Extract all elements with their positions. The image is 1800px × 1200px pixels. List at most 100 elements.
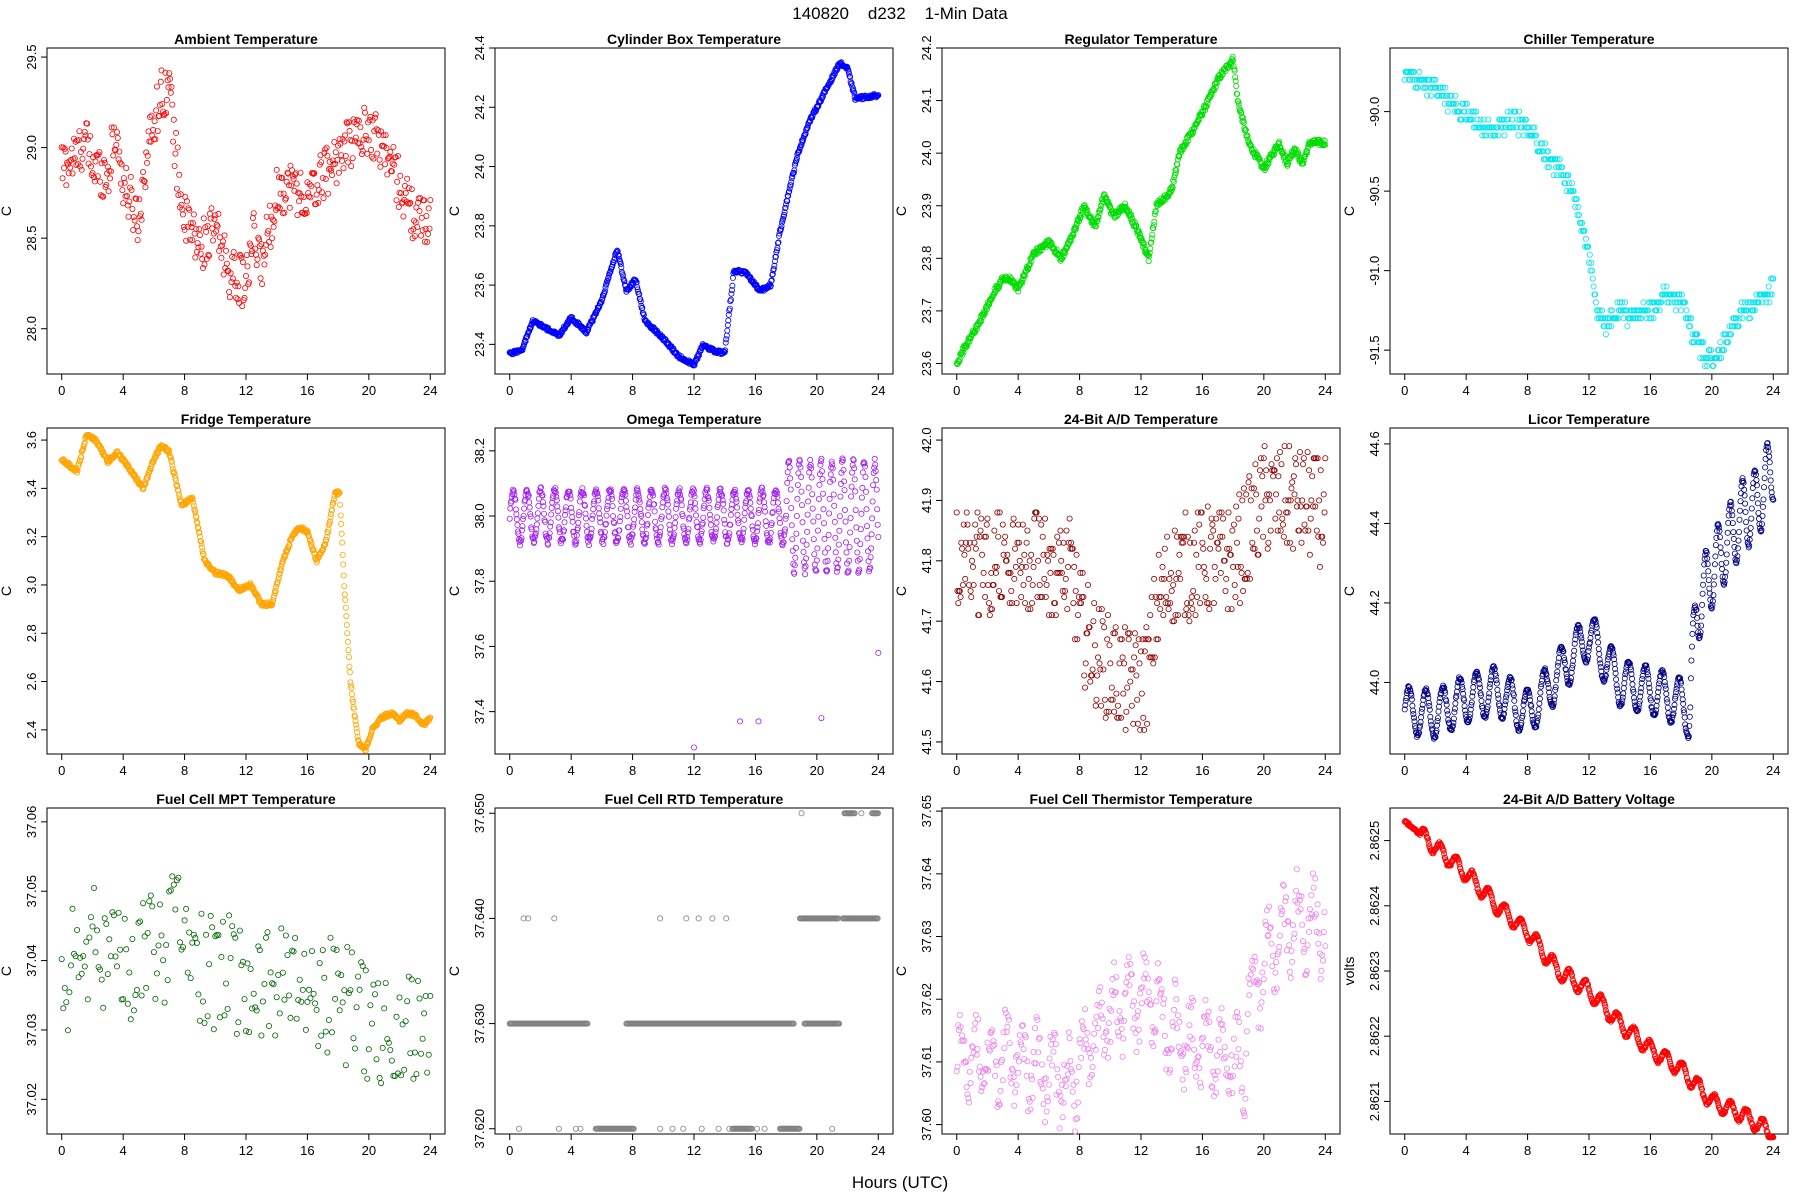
x-tick-label: 4	[1463, 763, 1470, 778]
data-point	[1104, 636, 1111, 643]
x-tick-label: 20	[1257, 763, 1271, 778]
data-point	[1015, 288, 1022, 295]
data-point	[1309, 473, 1316, 480]
data-point	[1280, 521, 1287, 528]
data-point	[387, 148, 394, 155]
data-point	[1210, 600, 1217, 607]
data-point	[1274, 527, 1281, 534]
data-point	[1554, 668, 1561, 675]
data-point	[978, 515, 985, 522]
data-point	[1672, 307, 1679, 314]
data-point	[734, 504, 741, 511]
data-point	[1094, 672, 1101, 679]
data-point	[1200, 545, 1207, 552]
data-point	[97, 178, 104, 185]
data-series	[953, 53, 1329, 368]
data-point	[974, 509, 981, 516]
data-point	[133, 223, 140, 230]
y-tick-label: 2.6	[24, 673, 39, 691]
data-point	[1101, 624, 1108, 631]
data-point	[341, 132, 348, 139]
data-point	[1301, 521, 1308, 528]
data-point	[1444, 711, 1451, 718]
data-point	[1321, 509, 1328, 516]
data-point	[424, 238, 431, 245]
data-point	[368, 153, 375, 160]
y-axis-label: C	[1341, 586, 1357, 596]
data-point	[1067, 237, 1074, 244]
x-tick-label: 4	[568, 763, 575, 778]
data-point	[1125, 636, 1132, 643]
data-point	[1596, 651, 1603, 658]
data-point	[1070, 232, 1077, 239]
data-point	[576, 509, 583, 516]
x-tick-label: 4	[1015, 383, 1022, 398]
data-point	[340, 561, 347, 568]
data-point	[1275, 473, 1282, 480]
x-tick-label: 20	[362, 763, 376, 778]
data-point	[1159, 563, 1166, 570]
data-point	[1168, 588, 1175, 595]
data-point	[67, 164, 74, 171]
data-point	[246, 279, 253, 286]
data-point	[1082, 684, 1089, 691]
data-point	[1022, 563, 1029, 570]
data-point	[414, 224, 421, 231]
data-point	[776, 232, 783, 239]
data-point	[827, 471, 834, 478]
data-point	[631, 516, 638, 523]
data-point	[1244, 569, 1251, 576]
data-point	[851, 465, 858, 472]
data-point	[1717, 339, 1724, 346]
data-point	[1765, 283, 1772, 290]
data-point	[1081, 672, 1088, 679]
data-point	[424, 230, 431, 237]
data-point	[1009, 521, 1016, 528]
data-point	[870, 482, 877, 489]
data-point	[713, 519, 720, 526]
data-point	[1187, 600, 1194, 607]
data-point	[1089, 666, 1096, 673]
data-point	[1211, 563, 1218, 570]
data-point	[815, 513, 822, 520]
y-tick-label: 28.5	[24, 226, 39, 251]
data-point	[126, 198, 133, 205]
data-point	[1291, 491, 1298, 498]
data-point	[61, 145, 68, 152]
data-point	[320, 195, 327, 202]
data-point	[784, 469, 791, 476]
data-point	[357, 124, 364, 131]
data-point	[1058, 557, 1065, 564]
data-point	[158, 67, 165, 74]
data-point	[959, 545, 966, 552]
data-point	[1185, 612, 1192, 619]
data-point	[782, 204, 789, 211]
data-point	[977, 527, 984, 534]
y-tick-label: 44.2	[1367, 590, 1382, 615]
data-point	[774, 240, 781, 247]
data-point	[819, 476, 826, 483]
data-point	[168, 83, 175, 90]
y-tick-label: 24.2	[919, 35, 934, 60]
data-point	[1035, 557, 1042, 564]
data-point	[957, 350, 964, 357]
data-point	[260, 252, 267, 259]
data-point	[1166, 575, 1173, 582]
data-point	[1064, 244, 1071, 251]
data-point	[89, 169, 96, 176]
data-point	[1210, 527, 1217, 534]
data-point	[1232, 594, 1239, 601]
y-tick-label: 37.8	[472, 569, 487, 594]
data-point	[1127, 678, 1134, 685]
data-point	[77, 163, 84, 170]
data-point	[113, 141, 120, 148]
data-point	[874, 521, 881, 528]
data-point	[405, 184, 412, 191]
data-point	[308, 183, 315, 190]
data-point	[807, 456, 814, 463]
data-point	[548, 504, 555, 511]
data-point	[691, 744, 698, 751]
data-point	[264, 230, 271, 237]
data-point	[558, 329, 565, 336]
data-point	[724, 327, 731, 334]
